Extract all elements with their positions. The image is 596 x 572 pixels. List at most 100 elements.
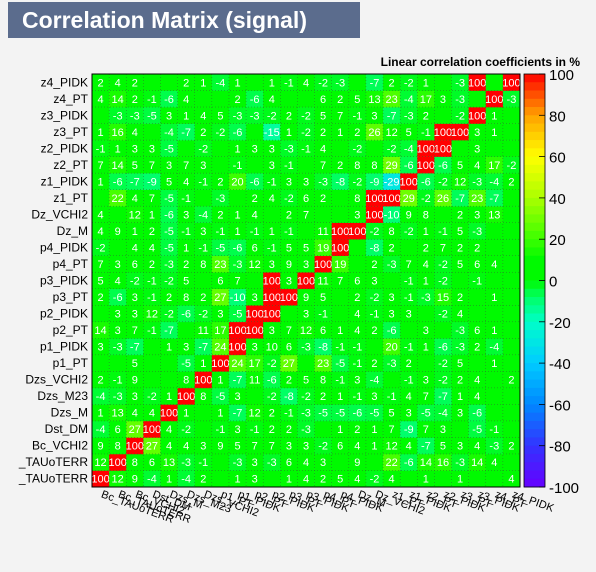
cell-value: 7 <box>286 325 292 337</box>
heatmap-cell <box>143 371 161 389</box>
heatmap-cell <box>331 305 350 323</box>
cell-value: -6 <box>181 309 191 321</box>
heatmap-cell <box>92 420 110 438</box>
heatmap-cell <box>126 272 144 290</box>
cell-value: 2 <box>508 375 514 387</box>
cell-value: -1 <box>250 424 260 436</box>
cell-value: -3 <box>472 176 482 188</box>
cell-value: -2 <box>267 391 277 403</box>
cell-value: -4 <box>198 209 208 221</box>
heatmap-cell <box>417 90 435 108</box>
cell-value: 2 <box>337 94 343 106</box>
heatmap-cell <box>485 371 504 389</box>
cell-value: 100 <box>143 424 161 436</box>
heatmap-cell <box>194 453 213 471</box>
cell-value: -4 <box>96 391 106 403</box>
cell-value: 1 <box>286 127 292 139</box>
cell-value: -7 <box>130 176 140 188</box>
cell-value: 17 <box>249 358 261 370</box>
cell-value: 3 <box>200 441 206 453</box>
heatmap-cell <box>228 470 247 488</box>
heatmap-cell <box>177 305 196 323</box>
heatmap-cell <box>160 453 178 471</box>
cell-value: 3 <box>252 457 258 469</box>
cell-value: 12 <box>300 325 312 337</box>
cell-value: -2 <box>301 391 311 403</box>
heatmap-cell <box>177 222 196 240</box>
cell-value: -4 <box>147 474 157 486</box>
cell-value: 5 <box>389 408 395 420</box>
heatmap-cell <box>417 189 435 207</box>
heatmap-cell <box>228 156 247 174</box>
heatmap-cell <box>177 437 196 455</box>
heatmap-cell <box>331 90 350 108</box>
cell-value: -2 <box>370 226 380 238</box>
heatmap-cell <box>383 321 401 339</box>
heatmap-cell <box>314 90 332 108</box>
cell-value: 1 <box>457 474 463 486</box>
color-scale-band <box>524 371 545 381</box>
heatmap-cell <box>92 437 110 455</box>
cell-value: 16 <box>112 127 124 139</box>
heatmap-cell <box>502 354 521 372</box>
cell-value: 3 <box>303 309 309 321</box>
heatmap-cell <box>451 354 469 372</box>
cell-value: 1 <box>234 77 240 89</box>
cell-value: 12 <box>94 457 106 469</box>
cell-value: 3 <box>132 391 138 403</box>
cell-value: 5 <box>440 441 446 453</box>
heatmap-cell <box>314 470 332 488</box>
heatmap-cell <box>177 74 196 91</box>
heatmap-cell <box>160 437 178 455</box>
heatmap-cell <box>297 140 315 157</box>
heatmap-cell <box>417 255 435 273</box>
cell-value: 7 <box>303 209 309 221</box>
heatmap-cell <box>502 371 521 389</box>
cell-value: 3 <box>200 160 206 172</box>
cell-value: 9 <box>286 259 292 271</box>
cell-value: 8 <box>200 391 206 403</box>
cell-value: 3 <box>406 408 412 420</box>
heatmap-cell <box>160 305 178 323</box>
heatmap-cell <box>331 272 350 290</box>
heatmap-cell <box>400 189 418 207</box>
cell-value: -5 <box>164 193 174 205</box>
heatmap-cell <box>485 321 504 339</box>
heatmap-cell <box>177 272 196 290</box>
cell-value: -1 <box>284 408 294 420</box>
cell-value: 100 <box>245 325 263 337</box>
heatmap-cell <box>502 222 521 240</box>
cell-value: 2 <box>97 292 103 304</box>
plot-frame <box>91 73 521 488</box>
heatmap-cell <box>297 354 315 372</box>
cell-value: 100 <box>263 309 281 321</box>
heatmap-cell <box>417 107 435 124</box>
heatmap-cell <box>143 107 161 124</box>
cell-value: 12 <box>249 259 261 271</box>
cell-value: -4 <box>489 176 499 188</box>
cell-value: 8 <box>389 226 395 238</box>
color-scale-band <box>524 313 545 323</box>
heatmap-cell <box>297 470 315 488</box>
heatmap-cell <box>314 453 332 471</box>
cell-value: 100 <box>485 94 503 106</box>
heatmap-cell <box>314 338 332 356</box>
heatmap-cell <box>92 156 110 174</box>
color-scale-band <box>524 123 545 133</box>
heatmap-cell <box>194 90 213 108</box>
color-scale-band <box>524 478 545 488</box>
heatmap-cell <box>434 107 452 124</box>
heatmap-cell <box>160 206 178 223</box>
cell-value: -1 <box>198 176 208 188</box>
heatmap-cell <box>485 173 504 190</box>
heatmap-cell <box>211 255 230 273</box>
cell-value: -1 <box>489 424 499 436</box>
heatmap-cell <box>348 272 367 290</box>
heatmap-cell <box>383 272 401 290</box>
color-scale-band <box>524 470 545 480</box>
heatmap-cell <box>109 321 127 339</box>
color-scale-band <box>524 280 545 290</box>
cell-value: 3 <box>423 375 429 387</box>
heatmap-cell <box>365 74 384 91</box>
heatmap-cell <box>92 255 110 273</box>
